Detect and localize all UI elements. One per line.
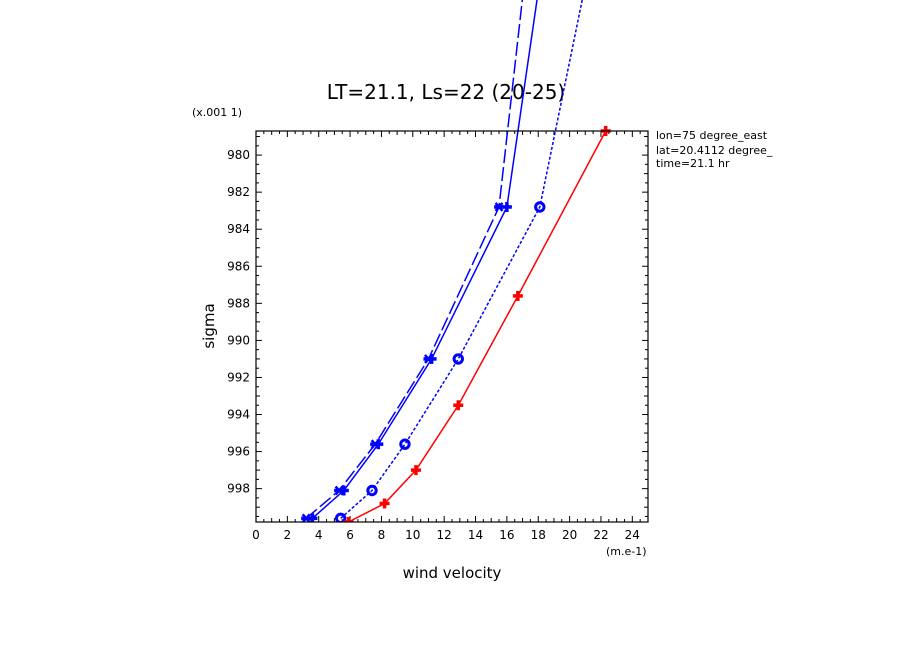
y-tick-label: 984 bbox=[227, 222, 250, 236]
data-point bbox=[379, 498, 390, 509]
y-tick-label: 992 bbox=[227, 370, 250, 384]
y-tick-label: 980 bbox=[227, 148, 250, 162]
y-tick-label: 998 bbox=[227, 482, 250, 496]
y-tick-label: 996 bbox=[227, 445, 250, 459]
x-tick-label: 18 bbox=[531, 528, 546, 542]
info-line-2: lat=20.4112 degree_ bbox=[656, 144, 773, 157]
x-tick-label: 22 bbox=[593, 528, 608, 542]
plot-frame bbox=[255, 130, 649, 523]
axis-ticks: 0 2 4 6 8 10 12 14 16 18 20 22 249809829849869889909… bbox=[227, 131, 649, 542]
series-line-4 bbox=[348, 130, 607, 522]
data-point bbox=[366, 484, 378, 497]
chart-title: LT=21.1, Ls=22 (20-25) bbox=[327, 80, 565, 104]
y-axis-label: sigma bbox=[200, 303, 218, 348]
x-tick-label: 16 bbox=[499, 528, 514, 542]
y-tick-label: 986 bbox=[227, 259, 250, 273]
x-tick-label: 12 bbox=[437, 528, 452, 542]
x-tick-label: 2 bbox=[284, 528, 292, 542]
data-point bbox=[512, 290, 523, 301]
x-tick-label: 10 bbox=[405, 528, 420, 542]
series-line-1 bbox=[305, 0, 524, 519]
x-tick-label: 0 bbox=[252, 528, 260, 542]
x-axis-label: wind velocity bbox=[403, 564, 502, 582]
data-point bbox=[501, 201, 512, 212]
x-tick-label: 8 bbox=[378, 528, 386, 542]
data-point bbox=[338, 485, 349, 496]
y-tick-label: 988 bbox=[227, 296, 250, 310]
x-unit-label: (m.e-1) bbox=[606, 545, 647, 558]
y-tick-label: 982 bbox=[227, 185, 250, 199]
data-point bbox=[399, 438, 411, 450]
data-point bbox=[334, 512, 347, 522]
data-point bbox=[452, 353, 464, 365]
data-point bbox=[343, 517, 354, 522]
data-point bbox=[534, 201, 546, 213]
info-line-3: time=21.1 hr bbox=[656, 157, 730, 170]
series-line-2 bbox=[311, 0, 538, 519]
series-line-3 bbox=[340, 0, 583, 519]
info-line-1: lon=75 degree_east bbox=[656, 129, 768, 142]
x-tick-label: 14 bbox=[468, 528, 483, 542]
data-point bbox=[453, 400, 464, 411]
y-tick-label: 994 bbox=[227, 408, 250, 422]
data-point bbox=[426, 353, 437, 364]
series-group bbox=[301, 0, 611, 522]
data-point bbox=[410, 465, 421, 476]
y-unit-label: (x.001 1) bbox=[192, 106, 242, 119]
x-tick-label: 20 bbox=[562, 528, 577, 542]
x-tick-label: 6 bbox=[346, 528, 354, 542]
x-tick-label: 24 bbox=[625, 528, 640, 542]
y-tick-label: 990 bbox=[227, 333, 250, 347]
x-tick-label: 4 bbox=[315, 528, 323, 542]
data-point bbox=[373, 439, 384, 450]
